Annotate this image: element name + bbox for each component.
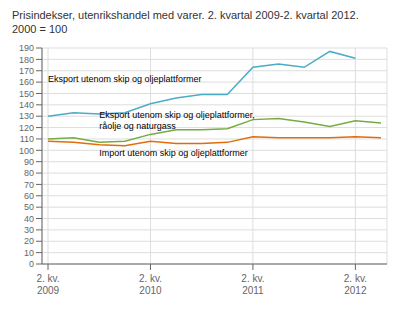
svg-text:90: 90 [24,157,34,167]
svg-text:80: 80 [24,168,34,178]
svg-text:20: 20 [24,236,34,246]
svg-text:130: 130 [19,111,34,121]
svg-text:170: 170 [19,66,34,76]
svg-text:190: 190 [19,43,34,53]
svg-text:110: 110 [20,134,34,144]
svg-text:180: 180 [19,55,34,65]
html-text:Prisindekser, utenrikshandel m: Prisindekser, utenrikshandel med varer. … [12,9,359,21]
svg-text:40: 40 [24,214,34,224]
svg-text:140: 140 [19,100,34,110]
svg-text:Import utenom skip og oljeplat: Import utenom skip og oljeplattformer [99,148,248,158]
svg-text:60: 60 [24,191,34,201]
svg-text:150: 150 [19,89,34,99]
html-text:2000 = 100: 2000 = 100 [12,23,68,35]
svg-text:0: 0 [29,259,34,269]
svg-text:2. kv.2010: 2. kv.2010 [139,273,162,296]
svg-text:100: 100 [19,146,34,156]
svg-text:50: 50 [24,202,34,212]
svg-text:Eksport utenom skip og oljepla: Eksport utenom skip og oljeplattformer,r… [99,110,255,131]
svg-text:Eksport utenom skip og oljepla: Eksport utenom skip og oljeplattformer [48,74,202,84]
svg-text:160: 160 [19,77,34,87]
svg-text:30: 30 [24,225,34,235]
svg-text:70: 70 [24,180,34,190]
svg-text:2. kv.2012: 2. kv.2012 [344,273,367,296]
svg-text:120: 120 [19,123,34,133]
svg-text:2. kv.2011: 2. kv.2011 [241,273,264,296]
svg-text:10: 10 [24,248,34,258]
svg-text:2. kv.2009: 2. kv.2009 [36,273,59,296]
